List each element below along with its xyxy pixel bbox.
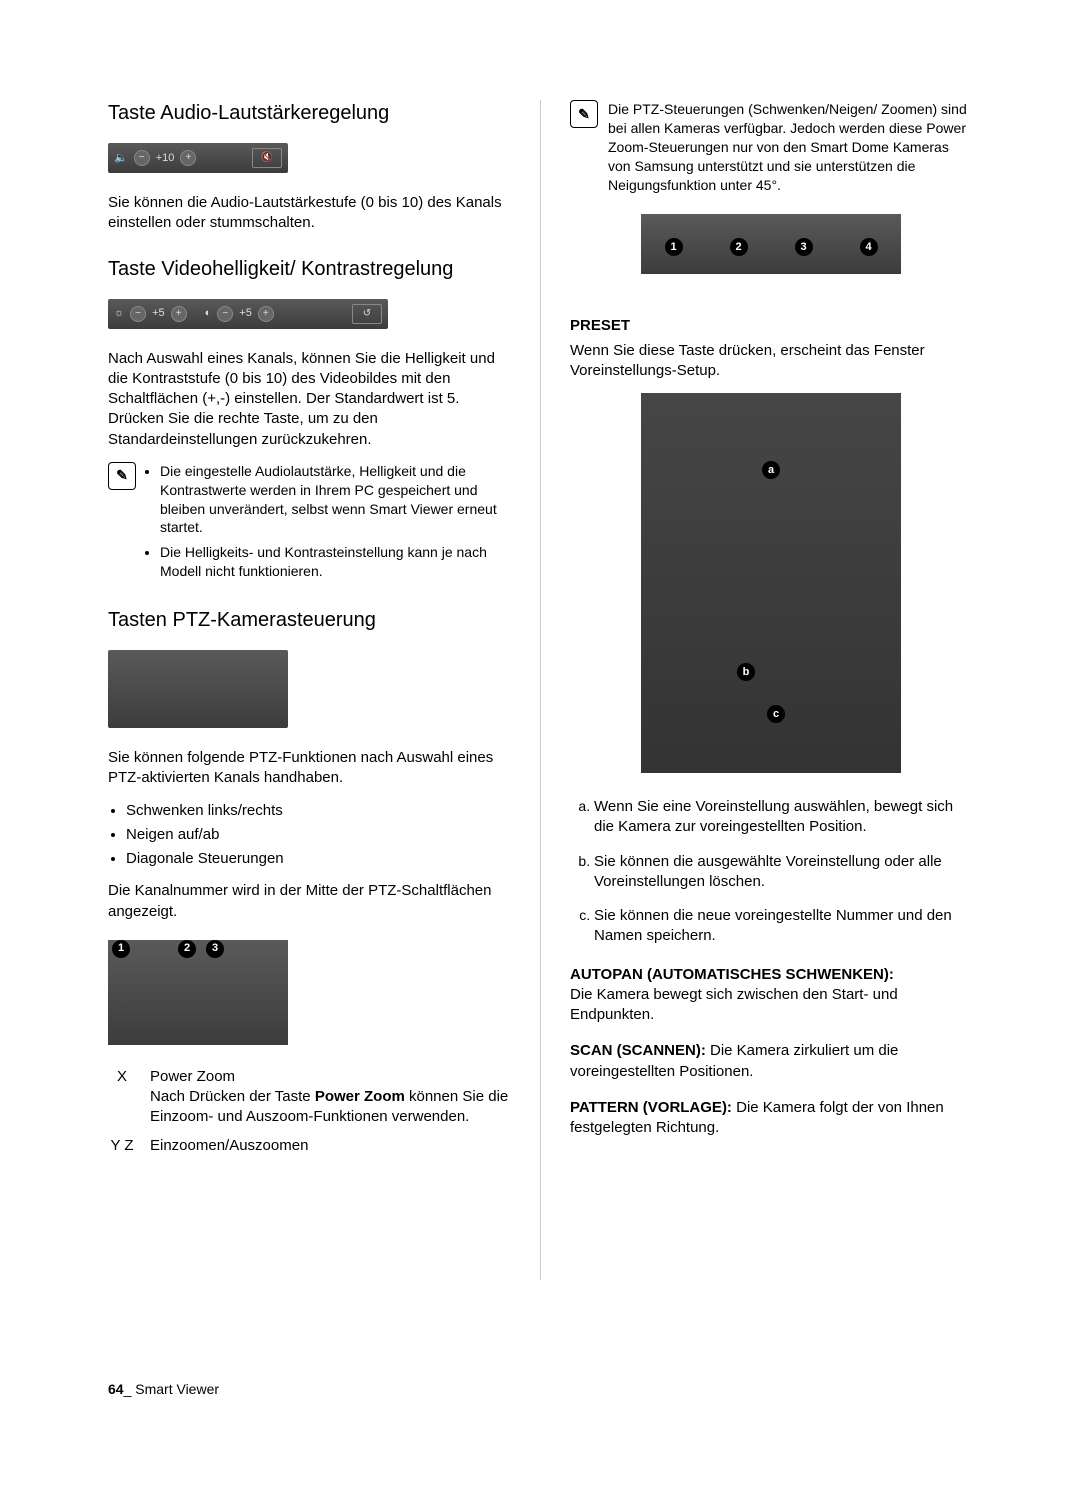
callout-badge: 2: [178, 940, 196, 958]
callout-badge: 2: [730, 238, 748, 256]
list-item: X Power Zoom Nach Drücken der Taste Powe…: [108, 1067, 510, 1128]
callout-badge: 4: [860, 238, 878, 256]
note-icon: ✎: [570, 100, 598, 128]
xyz-list: X Power Zoom Nach Drücken der Taste Powe…: [108, 1067, 510, 1156]
item-title: Einzoomen/Auszoomen: [150, 1136, 510, 1156]
note-box-right: ✎ Die PTZ-Steuerungen (Schwenken/Neigen/…: [570, 100, 972, 194]
heading-video: Taste Videohelligkeit/ Kontrastregelung: [108, 256, 510, 283]
figure-preset-window: a b c: [641, 393, 901, 773]
audio-level: +10: [156, 151, 175, 166]
list-item: Y Z Einzoomen/Auszoomen: [108, 1136, 510, 1156]
left-column: Taste Audio-Lautstärkeregelung 🔈 − +10 +…: [108, 100, 510, 1164]
item-key: Y Z: [108, 1136, 136, 1156]
page-footer: 64_ Smart Viewer: [108, 1380, 219, 1399]
contrast-icon: ◐: [205, 306, 212, 321]
scan-title: SCAN (SCANNEN):: [570, 1042, 706, 1059]
item-body: Nach Drücken der Taste Power Zoom können…: [150, 1087, 510, 1128]
item-title: Power Zoom: [150, 1067, 510, 1087]
minus-button[interactable]: −: [134, 150, 150, 166]
right-column: ✎ Die PTZ-Steuerungen (Schwenken/Neigen/…: [550, 100, 972, 1164]
note-icon: ✎: [108, 462, 136, 490]
figure-ptz-labeled: 1 2 3: [108, 940, 510, 1045]
note-text: Die PTZ-Steuerungen (Schwenken/Neigen/ Z…: [608, 100, 972, 194]
callout-badge: 1: [665, 238, 683, 256]
audio-description: Sie können die Audio-Lautstärkestufe (0 …: [108, 193, 510, 234]
callout-badge: b: [737, 663, 755, 681]
ptz-bullet-list: Schwenken links/rechts Neigen auf/ab Dia…: [108, 801, 510, 870]
mute-button[interactable]: 🔇: [252, 148, 282, 168]
note-box-left: ✎ Die eingestelle Audiolautstärke, Helli…: [108, 462, 510, 587]
list-item: Wenn Sie eine Voreinstellung auswählen, …: [594, 797, 972, 838]
preset-text: Wenn Sie diese Taste drücken, erscheint …: [570, 341, 972, 382]
list-item: Neigen auf/ab: [126, 825, 510, 845]
callout-badge: 3: [795, 238, 813, 256]
contrast-minus[interactable]: −: [217, 306, 233, 322]
brightness-icon: ☼: [114, 306, 124, 321]
contrast-plus[interactable]: +: [258, 306, 274, 322]
figure-ptz-pad: [108, 650, 288, 728]
callout-badge: a: [762, 461, 780, 479]
heading-audio: Taste Audio-Lautstärkeregelung: [108, 100, 510, 127]
reset-button[interactable]: ↺: [352, 304, 382, 324]
ptz-channel-text: Die Kanalnummer wird in der Mitte der PT…: [108, 881, 510, 922]
plus-button[interactable]: +: [180, 150, 196, 166]
abc-list: Wenn Sie eine Voreinstellung auswählen, …: [570, 797, 972, 947]
figure-audio-control: 🔈 − +10 + 🔇: [108, 143, 288, 173]
list-item: Diagonale Steuerungen: [126, 849, 510, 869]
callout-badge: 1: [112, 940, 130, 958]
autopan-para: AUTOPAN (AUTOMATISCHES SCHWENKEN): Die K…: [570, 965, 972, 1026]
list-item: Schwenken links/rechts: [126, 801, 510, 821]
column-divider: [540, 100, 541, 1280]
item-key: X: [108, 1067, 136, 1128]
preset-title: PRESET: [570, 316, 972, 336]
note-item: Die eingestelle Audiolautstärke, Helligk…: [160, 462, 510, 538]
ptz-intro: Sie können folgende PTZ-Funktionen nach …: [108, 748, 510, 789]
figure-ptz-buttons: 1 2 3 4: [641, 214, 901, 292]
brightness-level: +5: [152, 306, 165, 321]
page-number: 64: [108, 1381, 124, 1397]
figure-video-control: ☼ − +5 + ◐ − +5 + ↺: [108, 299, 388, 329]
autopan-title: AUTOPAN (AUTOMATISCHES SCHWENKEN):: [570, 966, 894, 983]
list-item: Sie können die ausgewählte Voreinstellun…: [594, 852, 972, 893]
footer-suffix: _ Smart Viewer: [124, 1381, 219, 1397]
brightness-minus[interactable]: −: [130, 306, 146, 322]
note-item: Die Helligkeits- und Kontrasteinstellung…: [160, 543, 510, 581]
list-item: Sie können die neue voreingestellte Numm…: [594, 906, 972, 947]
callout-badge: 3: [206, 940, 224, 958]
callout-badge: c: [767, 705, 785, 723]
brightness-plus[interactable]: +: [171, 306, 187, 322]
contrast-level: +5: [239, 306, 252, 321]
video-description: Nach Auswahl eines Kanals, können Sie di…: [108, 349, 510, 450]
autopan-text: Die Kamera bewegt sich zwischen den Star…: [570, 986, 898, 1023]
scan-para: SCAN (SCANNEN): Die Kamera zirkuliert um…: [570, 1041, 972, 1082]
pattern-title: PATTERN (VORLAGE):: [570, 1099, 732, 1116]
speaker-icon: 🔈: [114, 151, 128, 166]
pattern-para: PATTERN (VORLAGE): Die Kamera folgt der …: [570, 1098, 972, 1139]
heading-ptz: Tasten PTZ-Kamerasteuerung: [108, 607, 510, 634]
